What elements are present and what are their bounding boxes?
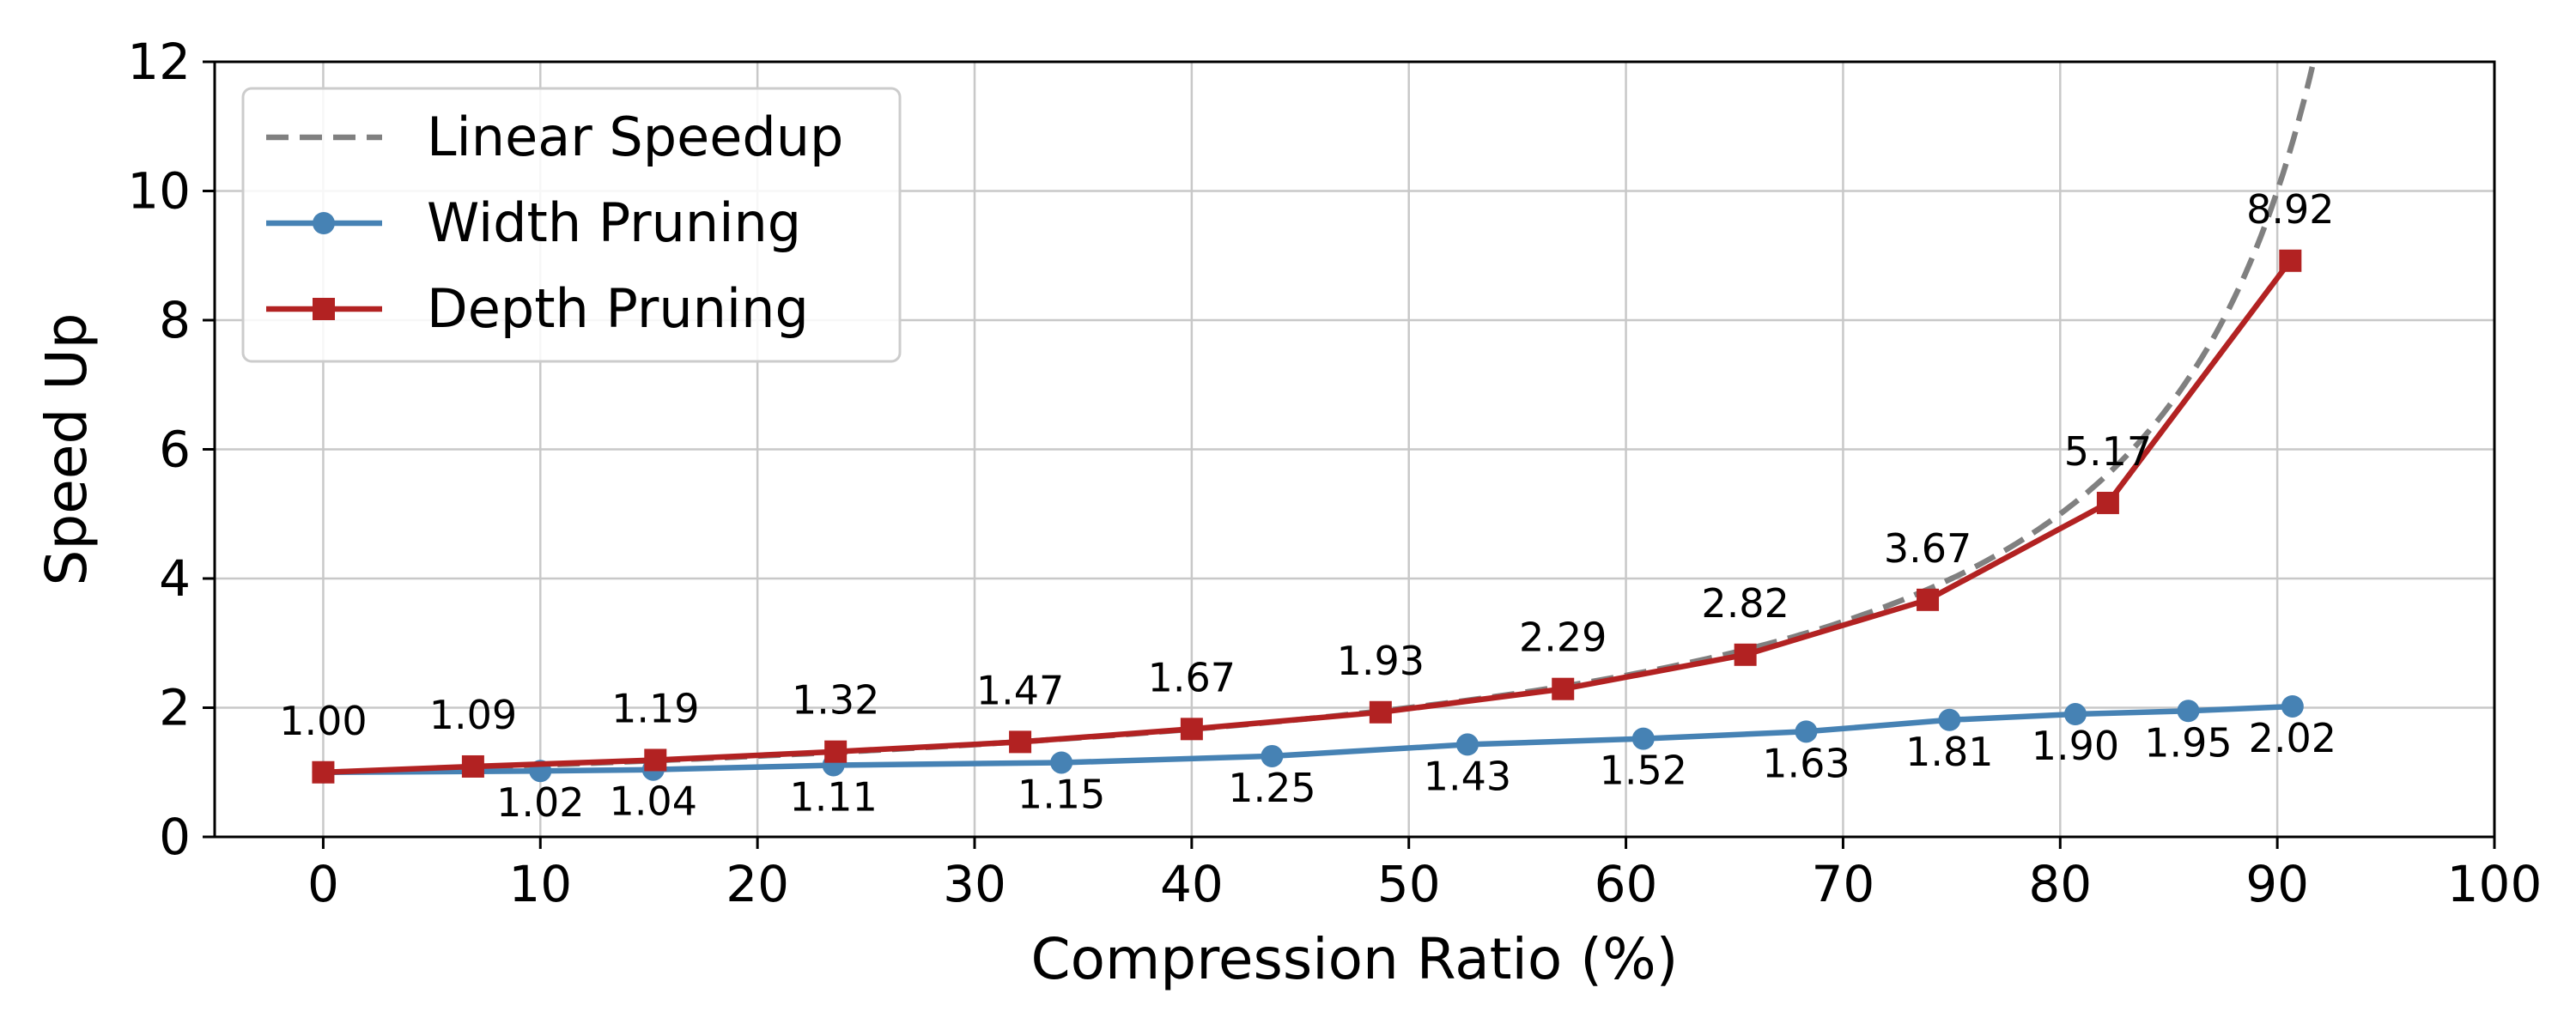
width-pruning-point	[2063, 703, 2087, 726]
width-pruning-point	[2177, 700, 2200, 723]
series-linear-speedup-line	[323, 62, 2317, 776]
depth-pruning-point	[644, 748, 667, 772]
width-pruning-data-label: 1.11	[789, 773, 877, 820]
width-pruning-point	[1261, 744, 1284, 767]
x-tick-label: 80	[2028, 855, 2092, 913]
width-pruning-data-label: 1.95	[2144, 719, 2232, 766]
width-pruning-point	[1631, 727, 1655, 750]
x-tick-label: 60	[1595, 855, 1658, 913]
x-tick-label: 70	[1812, 855, 1875, 913]
y-tick-label: 6	[159, 421, 191, 479]
depth-pruning-data-label: 1.93	[1337, 638, 1425, 684]
legend-width-pruning-marker	[313, 212, 335, 234]
depth-pruning-data-label: 2.82	[1701, 580, 1789, 627]
y-tick-label: 4	[159, 549, 191, 608]
depth-pruning-data-label: 5.17	[2064, 428, 2152, 475]
depth-pruning-point	[1917, 588, 1940, 611]
x-tick-label: 30	[943, 855, 1006, 913]
depth-pruning-data-label: 3.67	[1884, 525, 1971, 572]
legend-width-pruning-label: Width Pruning	[427, 191, 801, 254]
width-pruning-data-label: 1.52	[1600, 748, 1687, 794]
y-axis-title: Speed Up	[33, 312, 100, 585]
depth-pruning-point	[1369, 700, 1392, 724]
width-pruning-point	[1050, 751, 1073, 774]
x-tick-label: 40	[1160, 855, 1224, 913]
depth-pruning-point	[1734, 643, 1757, 666]
width-pruning-data-label: 1.81	[1905, 729, 1993, 775]
width-pruning-point	[1455, 733, 1479, 756]
width-pruning-data-label: 1.25	[1228, 765, 1315, 811]
width-pruning-point	[2281, 694, 2304, 718]
y-tick-label: 0	[159, 808, 191, 866]
legend: Linear Speedup Width Pruning Depth Pruni…	[241, 87, 902, 363]
depth-pruning-data-label: 1.32	[792, 677, 879, 724]
depth-pruning-point	[1180, 718, 1203, 741]
width-pruning-data-label: 1.63	[1762, 740, 1850, 786]
depth-pruning-point	[312, 760, 335, 784]
width-pruning-data-label: 1.15	[1018, 771, 1105, 817]
axis-ticks: 0 10 20 30 40 50 60 70 80 90 100 0 2 4 6 8 10 12	[127, 33, 2542, 913]
depth-pruning-data-label: 8.92	[2246, 186, 2334, 233]
depth-pruning-point	[2096, 491, 2119, 514]
x-axis-title: Compression Ratio (%)	[1031, 926, 1679, 992]
width-pruning-point	[1938, 708, 1961, 731]
y-tick-label: 8	[159, 291, 191, 349]
depth-pruning-data-label: 1.19	[611, 685, 699, 731]
y-tick-label: 10	[127, 162, 191, 221]
x-tick-label: 10	[508, 855, 572, 913]
depth-pruning-data-label: 1.09	[429, 692, 517, 738]
depth-pruning-point	[1009, 730, 1032, 754]
x-tick-label: 0	[307, 855, 339, 913]
depth-pruning-data-label: 2.29	[1519, 615, 1607, 661]
width-pruning-data-label: 1.04	[610, 779, 697, 825]
width-pruning-data-label: 1.43	[1424, 753, 1511, 799]
x-tick-label: 90	[2245, 855, 2309, 913]
legend-depth-pruning-marker	[313, 298, 335, 320]
x-tick-label: 100	[2447, 855, 2543, 913]
depth-pruning-point	[461, 754, 484, 778]
x-tick-label: 50	[1377, 855, 1441, 913]
depth-pruning-data-label: 1.47	[976, 667, 1064, 713]
width-pruning-data-label: 1.02	[496, 779, 584, 826]
y-tick-label: 2	[159, 679, 191, 737]
legend-depth-pruning-label: Depth Pruning	[427, 277, 809, 340]
y-tick-label: 12	[127, 33, 191, 91]
data-labels: 1.02 1.04 1.11 1.15 1.25 1.43 1.52 1.63 1.81 1.90…	[279, 186, 2336, 826]
depth-pruning-data-label: 1.00	[279, 698, 367, 744]
x-tick-label: 20	[726, 855, 789, 913]
legend-linear-speedup-label: Linear Speedup	[427, 106, 843, 168]
series-layer	[312, 62, 2317, 784]
legend-box	[241, 87, 902, 363]
depth-pruning-data-label: 1.67	[1148, 654, 1236, 700]
width-pruning-point	[1795, 720, 1818, 743]
series-depth-pruning-line	[323, 258, 2293, 776]
depth-pruning-point	[2279, 249, 2302, 272]
width-pruning-data-label: 2.02	[2249, 715, 2336, 761]
depth-pruning-point	[824, 740, 848, 763]
width-pruning-data-label: 1.90	[2032, 723, 2119, 769]
depth-pruning-point	[1552, 677, 1575, 700]
